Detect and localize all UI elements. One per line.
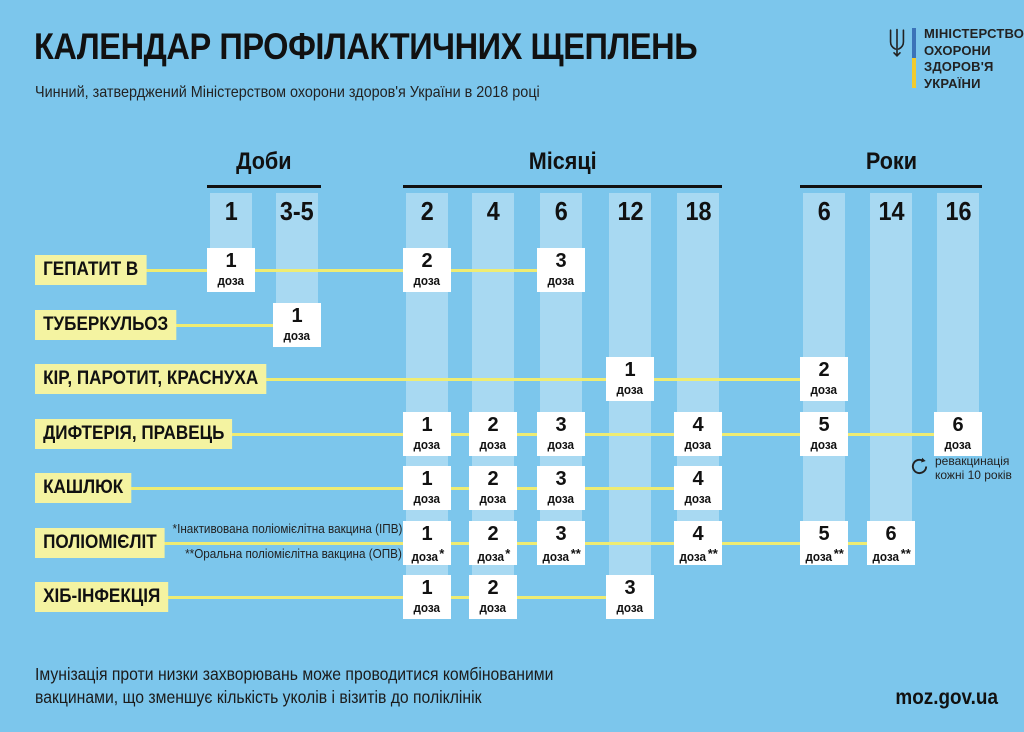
group-underline-0 — [207, 185, 321, 188]
column-header-y6: 6 — [817, 196, 831, 226]
column-header-m18: 18 — [684, 196, 712, 226]
ministry-name-line: ЗДОРОВ'Я — [924, 59, 994, 74]
row-line — [40, 596, 630, 599]
row-label: ХІБ-ІНФЕКЦІЯ — [35, 582, 169, 612]
moz-site-link[interactable]: moz.gov.ua — [895, 686, 998, 709]
ministry-name-line: МІНІСТЕРСТВО — [924, 26, 1024, 41]
row-label: ДИФТЕРІЯ, ПРАВЕЦЬ — [35, 419, 233, 449]
ministry-logo: МІНІСТЕРСТВО ОХОРОНИ ЗДОРОВ'Я УКРАЇНИ — [886, 26, 1024, 92]
dose-box: 2 доза* — [469, 521, 517, 565]
group-title-2: Роки — [865, 148, 917, 175]
dose-box: 3 доза** — [537, 521, 585, 565]
dose-box: 1 доза — [403, 575, 451, 619]
column-header-m2: 2 — [420, 196, 434, 226]
dose-box: 6 доза — [934, 412, 982, 456]
dose-box: 2 доза — [800, 357, 848, 401]
revaccination-note-line: кожні 10 років — [935, 467, 1012, 482]
column-header-m12: 12 — [616, 196, 644, 226]
dose-box: 1 доза — [273, 303, 321, 347]
ministry-name: МІНІСТЕРСТВО ОХОРОНИ ЗДОРОВ'Я УКРАЇНИ — [924, 26, 1024, 92]
dose-box: 4 доза — [674, 466, 722, 510]
column-header-d1: 1 — [224, 196, 238, 226]
group-title-1: Місяці — [528, 148, 597, 175]
tryzub-icon — [889, 28, 905, 57]
page-title: КАЛЕНДАР ПРОФІЛАКТИЧНИХ ЩЕПЛЕНЬ — [34, 26, 698, 67]
row-line — [40, 269, 561, 272]
dose-box: 3 доза — [537, 248, 585, 292]
group-underline-1 — [403, 185, 722, 188]
dose-box: 4 доза — [674, 412, 722, 456]
dose-box: 3 доза — [537, 466, 585, 510]
dose-box: 1 доза — [403, 412, 451, 456]
dose-box: 5 доза** — [800, 521, 848, 565]
column-band-m12 — [609, 193, 651, 619]
row-label: ГЕПАТИТ В — [35, 255, 147, 285]
dose-box: 2 доза — [469, 466, 517, 510]
row-line — [40, 542, 891, 545]
column-header-m6: 6 — [554, 196, 568, 226]
row-line — [40, 378, 824, 381]
group-title-0: Доби — [236, 148, 292, 175]
dose-box: 1 доза — [403, 466, 451, 510]
row-label: ПОЛІОМІЄЛІТ — [35, 528, 165, 558]
dose-box: 4 доза** — [674, 521, 722, 565]
flag-bar — [912, 28, 916, 88]
dose-box: 2 доза — [469, 412, 517, 456]
refresh-icon — [911, 457, 928, 475]
column-header-m4: 4 — [486, 196, 500, 226]
dose-box: 1 доза — [207, 248, 255, 292]
row-label: ТУБЕРКУЛЬОЗ — [35, 310, 177, 340]
dose-box: 3 доза — [606, 575, 654, 619]
page-subtitle: Чинний, затверджений Міністерством охоро… — [35, 84, 540, 101]
row-label: КАШЛЮК — [35, 473, 132, 503]
group-underline-2 — [800, 185, 982, 188]
dose-box: 3 доза — [537, 412, 585, 456]
flag-bar-yellow — [912, 58, 916, 88]
dose-box: 2 доза — [469, 575, 517, 619]
footer-note: Імунізація проти низки захворювань може … — [35, 664, 554, 707]
dose-box: 1 доза — [606, 357, 654, 401]
ministry-name-line: ОХОРОНИ — [924, 42, 991, 58]
row-line — [40, 487, 698, 490]
revaccination-note-line: ревакцинація — [935, 454, 1010, 468]
dose-box: 6 доза** — [867, 521, 915, 565]
revaccination-note: ревакцинація кожні 10 років — [910, 454, 1020, 482]
column-band-y14 — [870, 193, 912, 565]
vaccine-type-notes: *Інактивована поліомієлітна вакцина (ІПВ… — [172, 521, 402, 561]
row-label: КІР, ПАРОТИТ, КРАСНУХА — [35, 364, 267, 394]
column-header-y14: 14 — [877, 196, 905, 226]
flag-bar-blue — [912, 28, 916, 58]
dose-box: 1 доза* — [403, 521, 451, 565]
column-header-d35: 3-5 — [280, 196, 314, 226]
dose-box: 5 доза — [800, 412, 848, 456]
column-header-y16: 16 — [944, 196, 972, 226]
ministry-name-line: УКРАЇНИ — [924, 75, 981, 91]
dose-box: 2 доза — [403, 248, 451, 292]
